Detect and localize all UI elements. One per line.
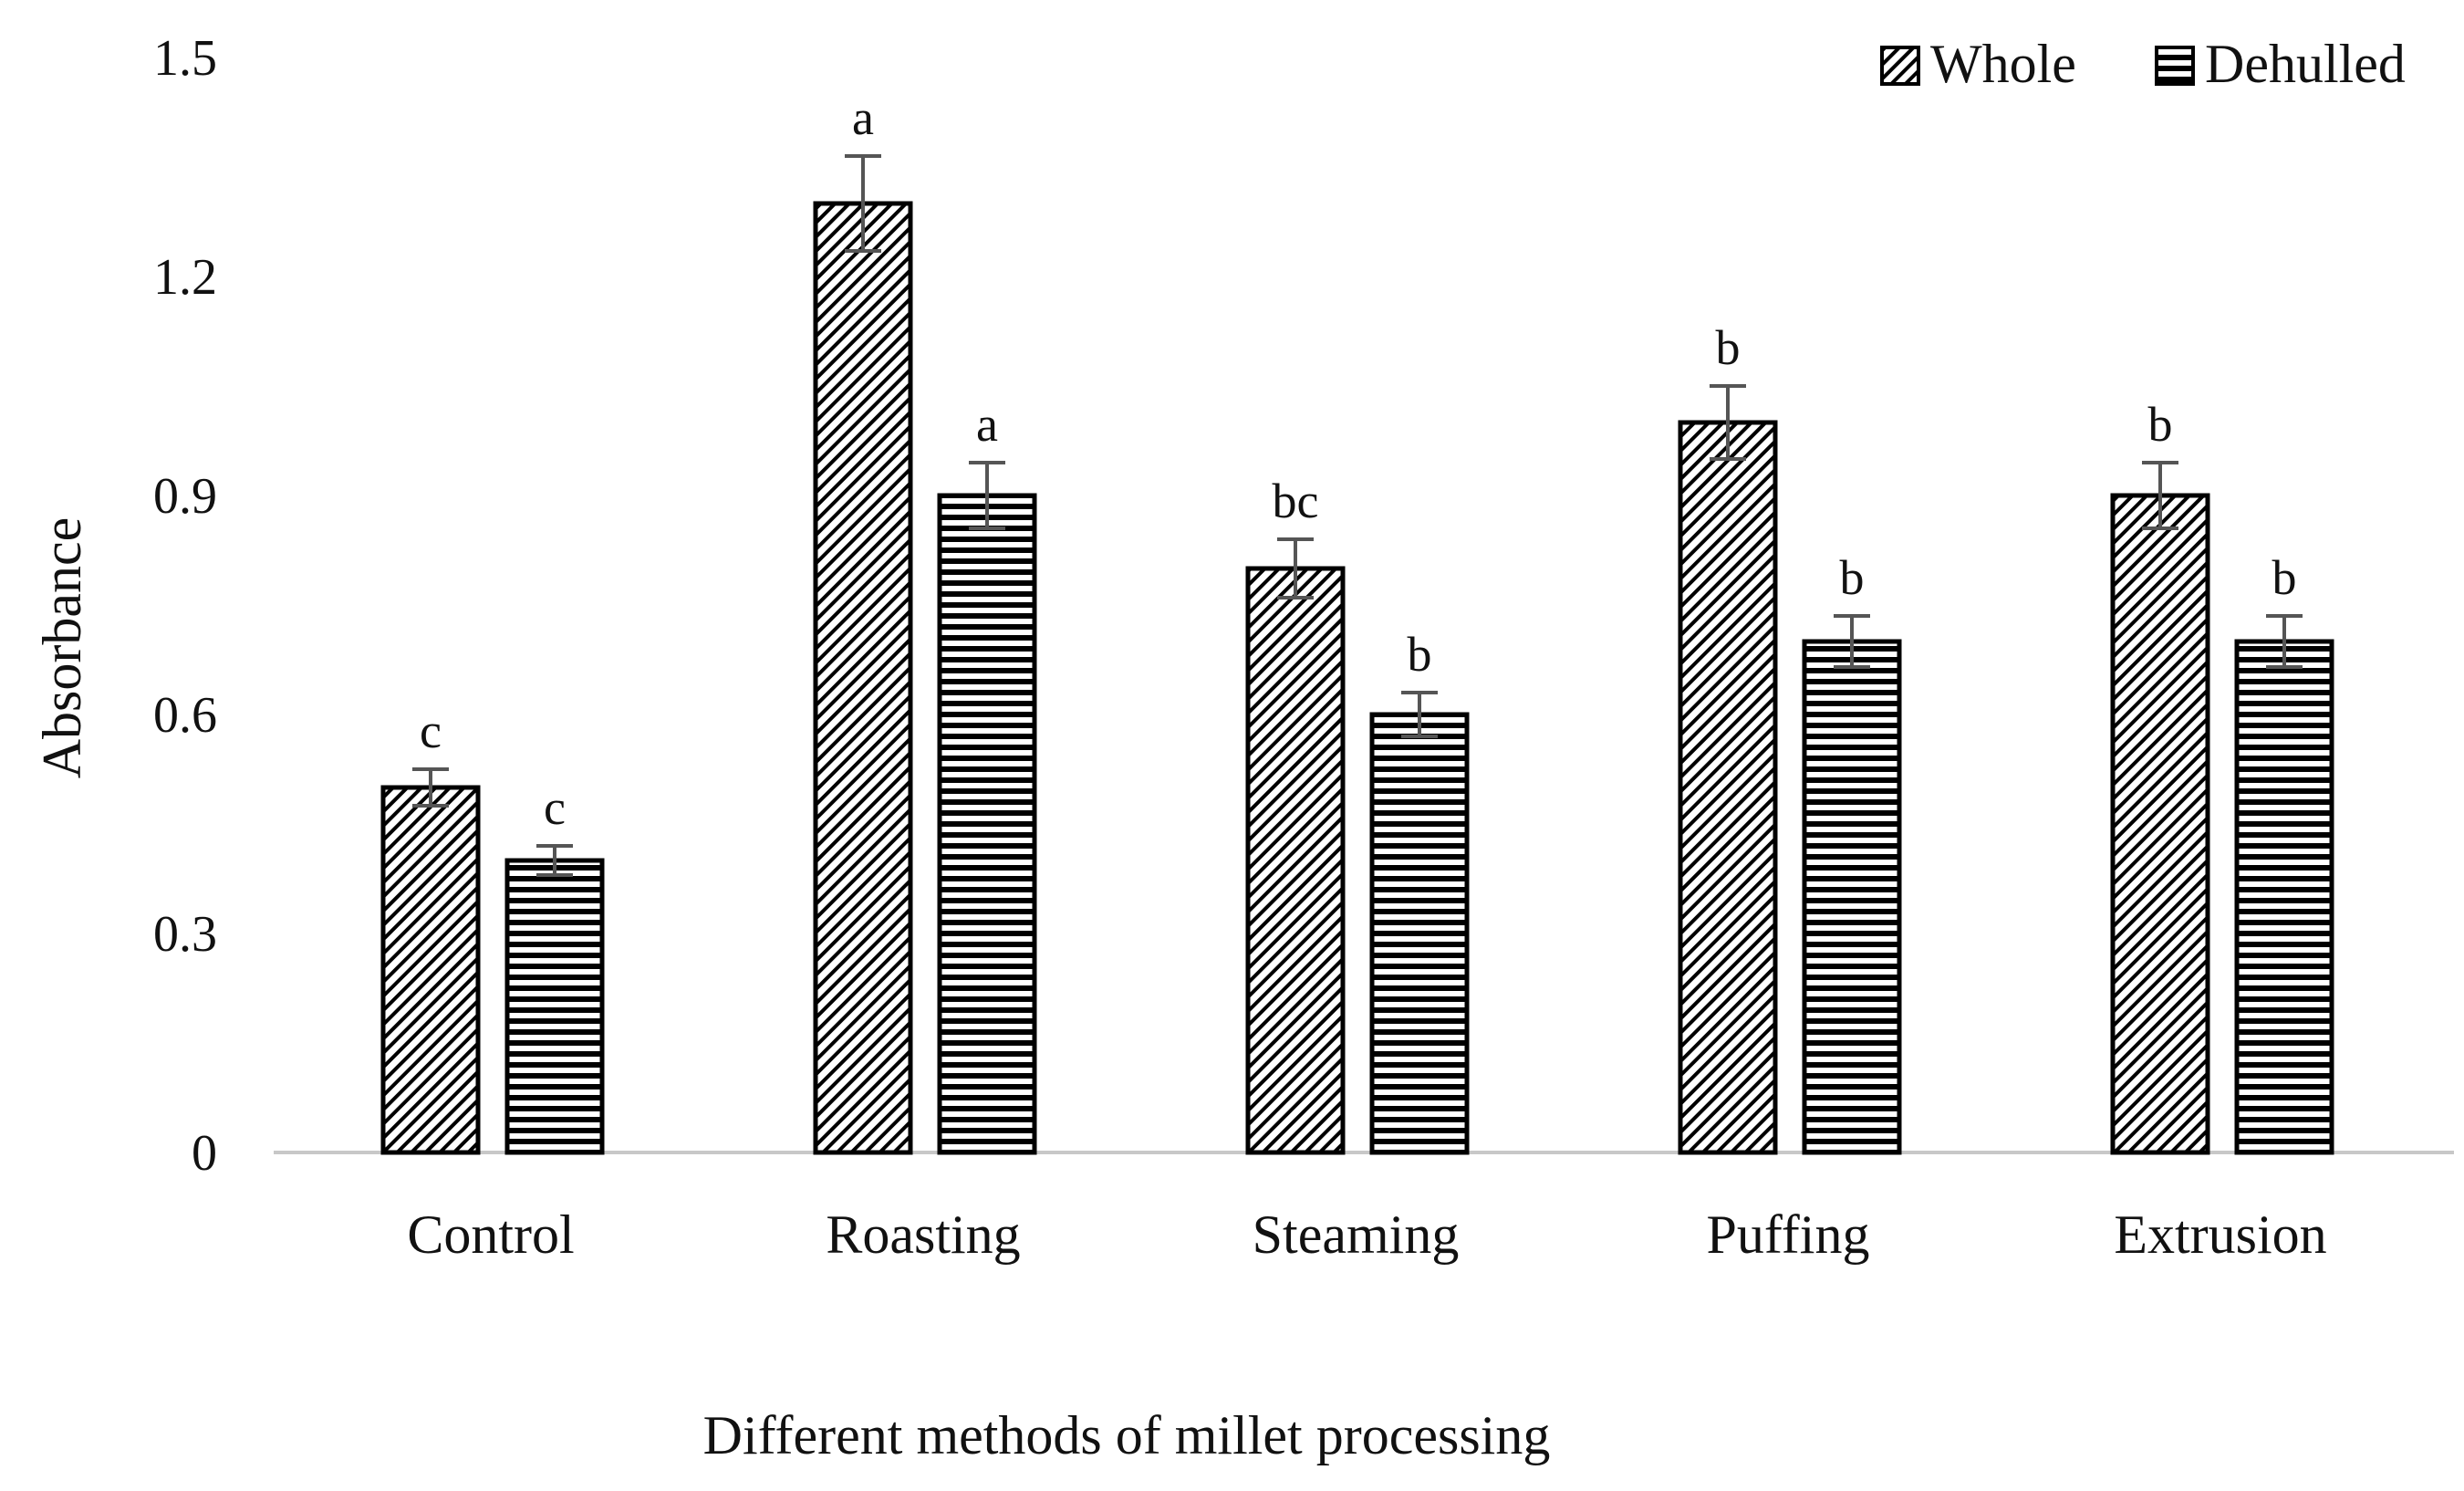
error-bar-puffing-dehulled (1834, 614, 1870, 669)
y-tick-label: 0.6 (153, 687, 217, 744)
sig-label-control-dehulled: c (544, 780, 566, 835)
category-label-puffing: Puffing (1707, 1204, 1870, 1265)
y-axis-ticks: 0 0.3 0.6 0.9 1.2 1.5 (153, 30, 217, 1182)
category-label-roasting: Roasting (826, 1204, 1020, 1265)
error-bar-steaming-whole (1277, 537, 1314, 600)
category-label-extrusion: Extrusion (2114, 1204, 2326, 1265)
bar-control-whole (380, 785, 481, 1155)
category-label-control: Control (407, 1204, 574, 1265)
y-tick-label: 0.9 (153, 468, 217, 525)
bar-steaming-dehulled (1369, 712, 1470, 1155)
sig-label-puffing-dehulled: b (1840, 550, 1865, 605)
bar-steaming-whole (1245, 566, 1346, 1155)
legend-swatch-dehulled (2155, 46, 2195, 86)
y-tick-label: 1.2 (153, 249, 217, 306)
y-tick-label: 0 (192, 1125, 217, 1182)
error-bars (412, 154, 2303, 877)
x-axis-label: Different methods of millet processing (703, 1405, 1551, 1465)
error-bar-steaming-dehulled (1401, 691, 1438, 738)
bar-roasting-dehulled (937, 493, 1037, 1155)
y-axis-label: Absorbance (32, 517, 92, 779)
error-bar-control-dehulled (536, 844, 573, 877)
bars (380, 201, 2334, 1155)
bar-puffing-whole (1678, 420, 1778, 1155)
error-bar-roasting-dehulled (969, 461, 1005, 530)
legend-label-whole: Whole (1930, 34, 2076, 94)
legend-label-dehulled: Dehulled (2205, 34, 2406, 94)
category-labels: Control Roasting Steaming Puffing Extrusion (407, 1204, 2326, 1265)
y-tick-label: 1.5 (153, 30, 217, 87)
sig-label-roasting-dehulled: a (976, 397, 998, 452)
sig-label-roasting-whole: a (852, 90, 874, 145)
sig-label-steaming-whole: bc (1273, 474, 1319, 528)
bar-extrusion-dehulled (2234, 639, 2334, 1155)
sig-label-control-whole: c (420, 704, 442, 758)
legend: Whole Dehulled (1880, 34, 2406, 94)
error-bar-control-whole (412, 767, 449, 808)
legend-swatch-whole (1880, 46, 1920, 86)
error-bar-extrusion-whole (2142, 461, 2178, 530)
error-bar-extrusion-dehulled (2266, 614, 2303, 669)
bar-roasting-whole (813, 201, 913, 1155)
bar-puffing-dehulled (1802, 639, 1902, 1155)
category-label-steaming: Steaming (1253, 1204, 1460, 1265)
y-tick-label: 0.3 (153, 906, 217, 963)
sig-label-extrusion-whole: b (2148, 397, 2173, 452)
error-bar-roasting-whole (845, 154, 881, 253)
bar-extrusion-whole (2110, 493, 2210, 1155)
sig-label-steaming-dehulled: b (1408, 627, 1432, 682)
sig-label-extrusion-dehulled: b (2272, 550, 2297, 605)
sig-label-puffing-whole: b (1716, 320, 1741, 375)
error-bar-puffing-whole (1710, 384, 1746, 461)
significance-labels: c c a a bc b b b b b (420, 90, 2296, 835)
bar-control-dehulled (504, 858, 605, 1155)
